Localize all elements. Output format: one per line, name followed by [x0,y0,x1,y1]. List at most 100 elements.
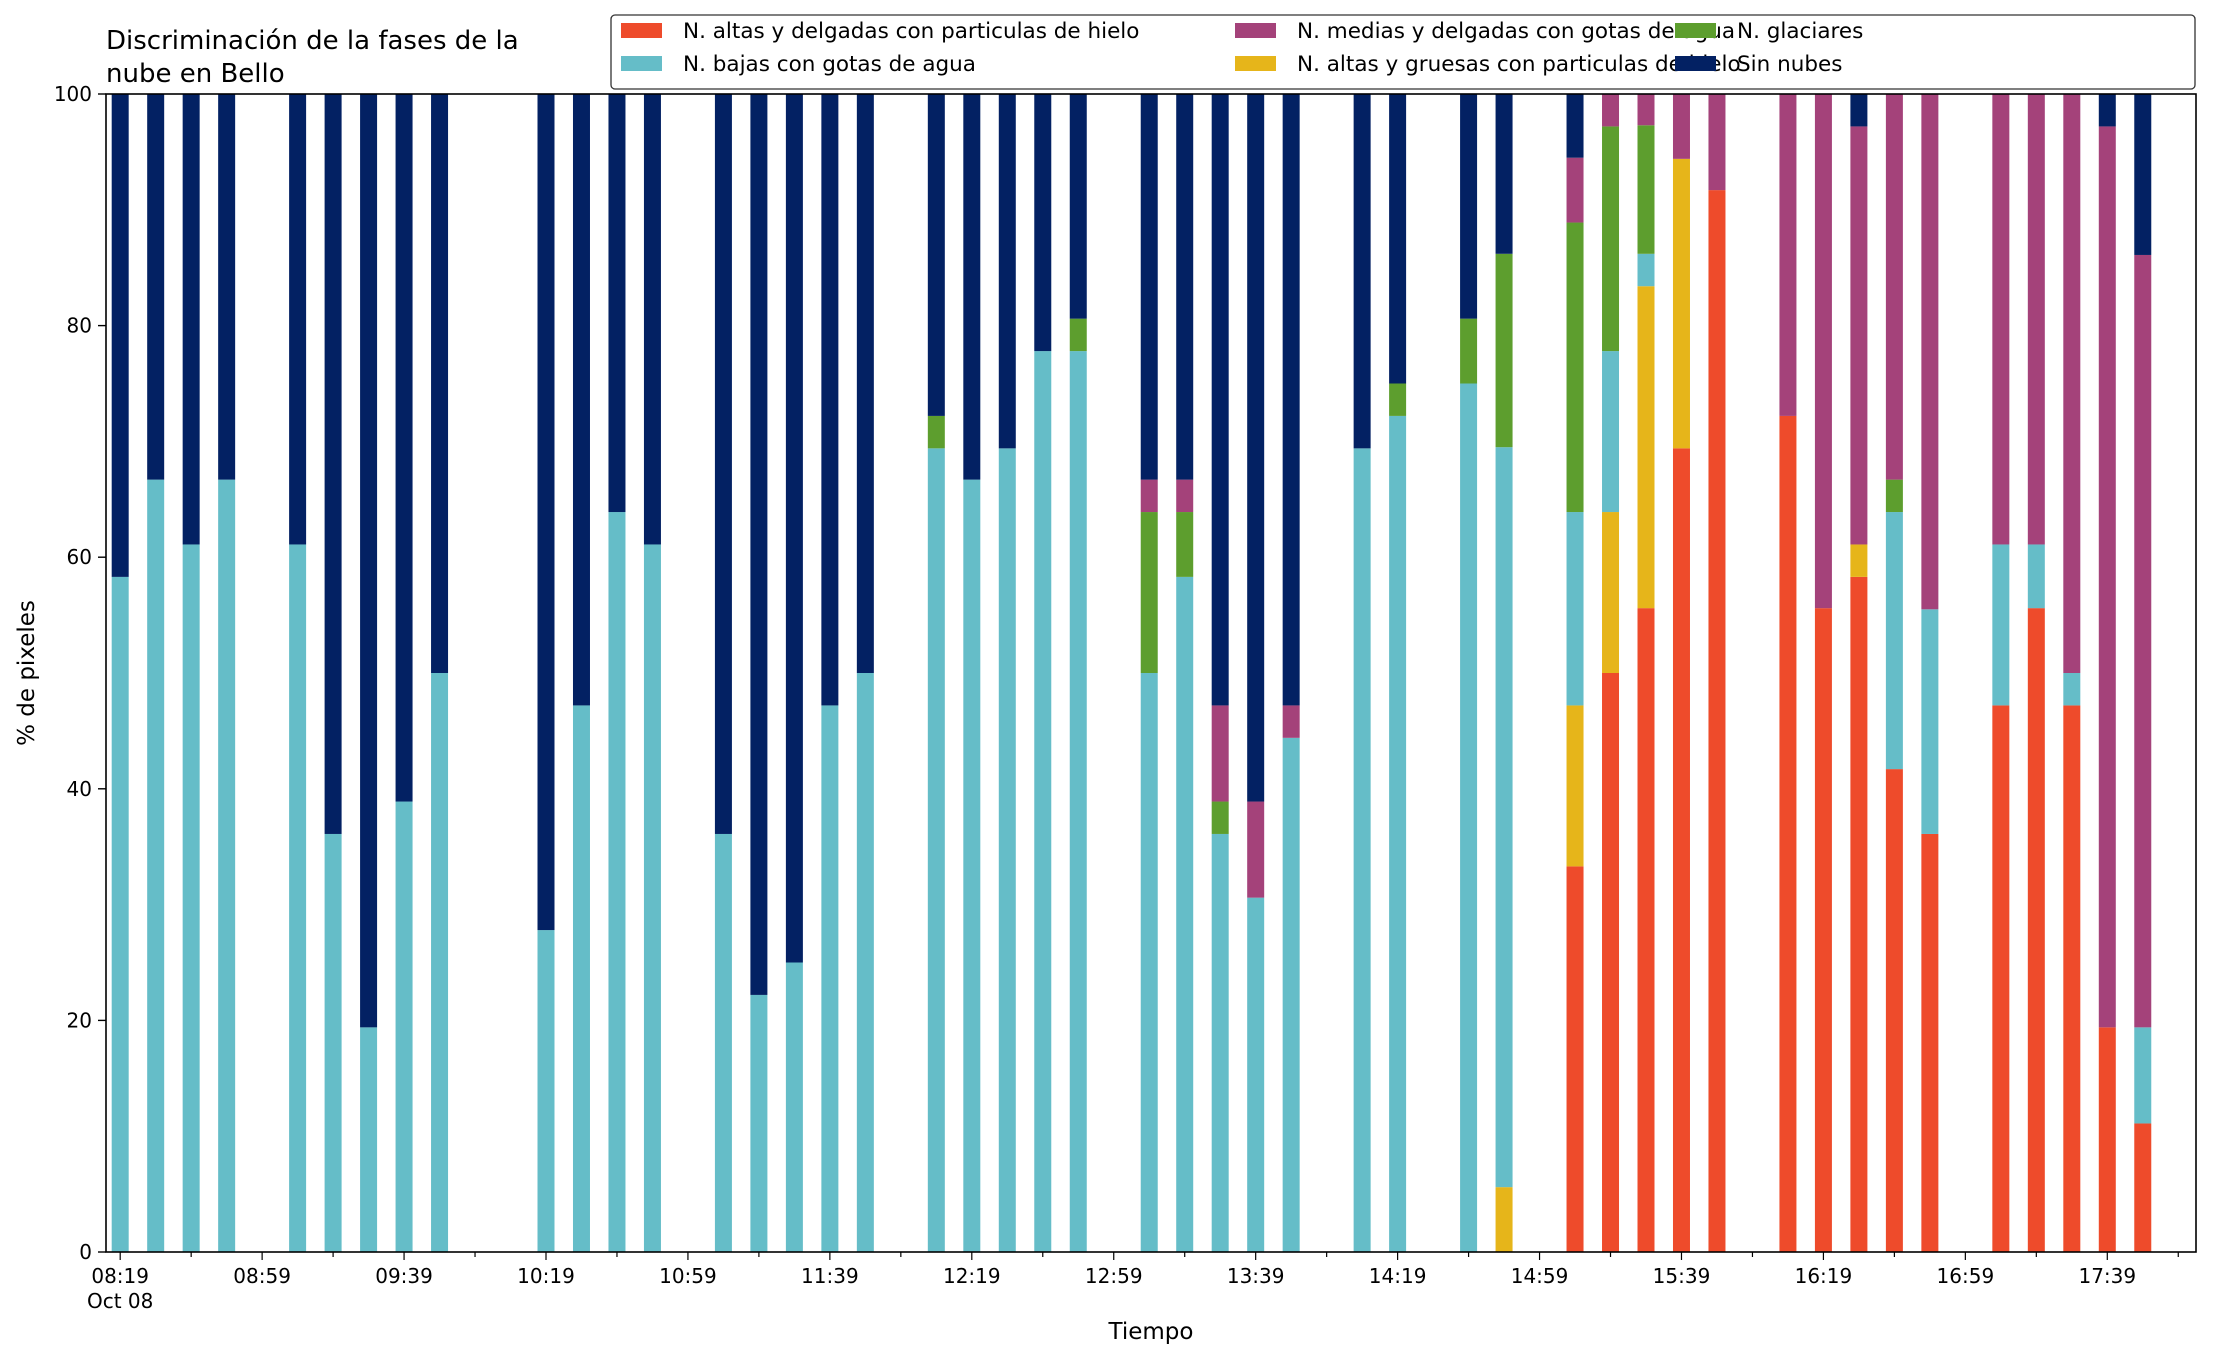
x-tick-label: 08:59 [233,1264,291,1288]
bar-segment [927,94,945,416]
bars-layer [111,94,2152,1253]
bar-segment [1140,479,1158,513]
bar-segment [1637,286,1655,609]
bar-segment [714,833,732,1252]
bar-segment [111,576,129,1252]
bar-segment [1602,512,1620,673]
bar-segment [1992,544,2010,706]
bar-segment [2063,705,2081,1252]
bar-segment [1353,448,1371,1253]
legend-label: N. altas y gruesas con particulas de hie… [1297,52,1741,77]
x-tick-label: 11:39 [801,1264,859,1288]
bar-segment [1176,576,1194,1252]
bar-segment [1850,94,1868,127]
bar-segment [1176,512,1194,577]
bar-segment [431,94,449,673]
legend-box [610,14,2196,90]
bar-segment [1069,351,1087,1253]
bar-segment [1885,512,1903,770]
bar-segment [1814,94,1832,609]
bar-segment [1814,608,1832,1252]
y-axis: 0 20 40 60 80 100 [54,82,106,1264]
x-tick-label: 14:19 [1369,1264,1427,1288]
bar-segment [1672,158,1690,449]
bar-segment [750,94,768,995]
legend-swatch [1235,23,1276,38]
bar-segment [856,94,874,673]
bar-segment [218,479,236,1252]
bar-segment [2098,126,2116,1028]
bar-segment [289,94,307,545]
x-tick-label: 17:39 [2078,1264,2136,1288]
x-tick-sublabel: Oct 08 [87,1289,153,1313]
bar-segment [1602,351,1620,513]
x-tick-label: 08:19 [91,1264,149,1288]
bar-segment [1247,94,1265,802]
bar-segment [1034,94,1052,352]
x-tick-label: 16:59 [1937,1264,1995,1288]
bar-segment [1495,94,1513,254]
bar-segment [2134,1027,2152,1124]
plot-frame [105,93,2197,1253]
bar-segment [572,94,590,706]
bar-segment [1672,448,1690,1253]
chart-title-line: nube en Bello [106,59,285,89]
bar-segment [218,94,236,480]
bar-segment [182,544,200,1252]
x-tick-label: 14:59 [1511,1264,1569,1288]
bar-segment [395,801,413,1252]
bar-segment [572,705,590,1252]
x-axis-label: Tiempo [1108,1319,1194,1345]
bar-segment [1637,608,1655,1252]
bar-segment [1566,512,1584,706]
bar-segment [289,544,307,1252]
bar-segment [182,94,200,545]
legend-label: Sin nubes [1737,52,1842,77]
bar-segment [1034,351,1052,1253]
bar-segment [324,833,342,1252]
bar-segment [1389,415,1407,1252]
legend-swatch [1675,23,1716,38]
bar-segment [1211,94,1229,706]
bar-segment [2063,94,2081,673]
bar-segment [998,448,1016,1253]
bar-segment [1602,126,1620,352]
bar-segment [360,94,378,1028]
bar-segment [1708,190,1726,1253]
bar-segment [147,479,165,1252]
bar-segment [1566,705,1584,867]
bar-segment [1992,94,2010,545]
bar-segment [750,994,768,1252]
bar-segment [1211,833,1229,1252]
bar-segment [1176,94,1194,480]
bar-segment [1885,479,1903,513]
bar-segment [963,94,981,480]
bar-segment [2027,608,2045,1252]
bar-segment [1211,705,1229,802]
bar-segment [324,94,342,834]
x-tick-label: 12:19 [943,1264,1001,1288]
bar-segment [821,705,839,1252]
legend: N. altas y delgadas con particulas de hi… [610,14,2196,90]
bar-segment [1885,94,1903,480]
bar-segment [1637,253,1655,287]
bar-segment [1921,94,1939,610]
bar-segment [1566,94,1584,158]
bar-segment [1069,318,1087,352]
bar-segment [2134,94,2152,255]
bar-segment [1353,94,1371,449]
y-tick-label: 40 [67,777,92,801]
bar-segment [1389,383,1407,416]
bar-segment [1921,609,1939,834]
bar-segment [643,544,661,1252]
y-tick-label: 60 [67,545,92,569]
bar-segment [1708,94,1726,191]
bar-segment [1176,479,1194,513]
bar-segment [360,1027,378,1252]
bar-segment [1779,94,1797,416]
bar-segment [1566,866,1584,1252]
bar-segment [1282,737,1300,1252]
